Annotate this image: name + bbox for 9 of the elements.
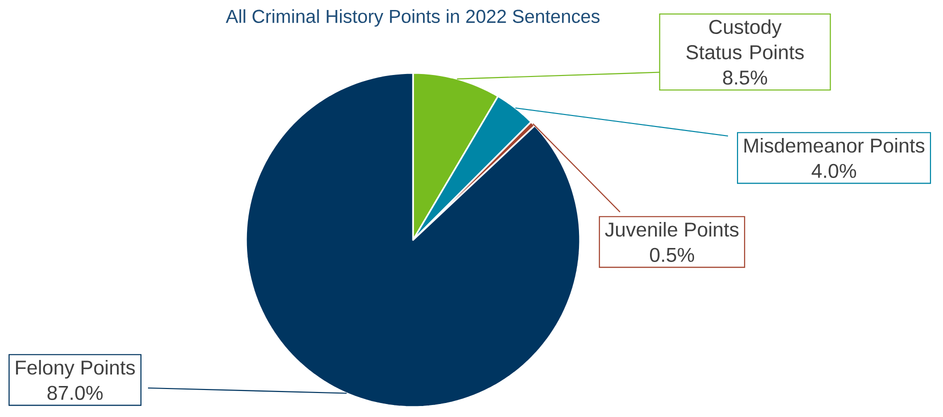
slice-label: Juvenile Points (605, 222, 738, 237)
slice-label: Misdemeanor Points (744, 138, 924, 153)
data-label: 8.5% (723, 70, 768, 85)
slice-label: Custody Status Points (686, 19, 804, 60)
data-label: 87.0% (48, 386, 103, 400)
slice-label: Felony Points (16, 360, 135, 379)
data-label: 0.5% (650, 248, 694, 262)
data-label: 4.0% (812, 164, 856, 178)
chart-title: All Criminal History Points in 2022 Sentences (226, 9, 600, 27)
